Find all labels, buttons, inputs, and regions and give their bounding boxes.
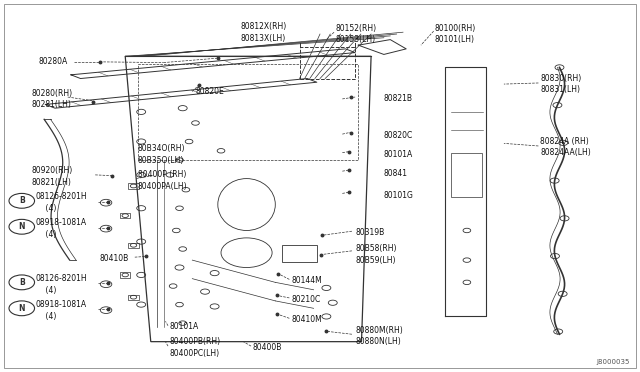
Text: B: B: [19, 196, 25, 205]
Text: 80101A: 80101A: [384, 150, 413, 159]
Text: 80824A (RH)
80824AA(LH): 80824A (RH) 80824AA(LH): [540, 137, 591, 157]
Text: 08126-8201H
    (4): 08126-8201H (4): [36, 192, 88, 213]
Text: 80101G: 80101G: [384, 191, 413, 200]
Text: 80101A: 80101A: [170, 322, 199, 331]
Text: 80B34O(RH)
80B35O(LH): 80B34O(RH) 80B35O(LH): [138, 144, 186, 165]
Text: 80144M: 80144M: [291, 276, 322, 285]
Bar: [129, 183, 139, 189]
Text: 80280(RH)
80281(LH): 80280(RH) 80281(LH): [31, 89, 72, 109]
Text: 80100(RH)
80101(LH): 80100(RH) 80101(LH): [435, 24, 476, 44]
Text: 80400P (RH)
80400PA(LH): 80400P (RH) 80400PA(LH): [138, 170, 188, 191]
Text: 80880M(RH)
80880N(LH): 80880M(RH) 80880N(LH): [355, 326, 403, 346]
Bar: [129, 295, 139, 300]
Bar: [282, 245, 317, 262]
Bar: [451, 153, 481, 197]
Text: 80210C: 80210C: [291, 295, 321, 304]
Text: N: N: [19, 222, 25, 231]
Text: 08918-1081A
    (4): 08918-1081A (4): [36, 300, 87, 321]
Text: 80920(RH)
80821(LH): 80920(RH) 80821(LH): [31, 166, 72, 187]
Text: 80152(RH)
80153(LH): 80152(RH) 80153(LH): [336, 24, 377, 44]
Text: 80820C: 80820C: [384, 131, 413, 141]
Text: 80319B: 80319B: [355, 228, 385, 237]
Text: 80400PB(RH)
80400PC(LH): 80400PB(RH) 80400PC(LH): [170, 337, 221, 357]
Text: 80841: 80841: [384, 169, 408, 177]
Text: 80820E: 80820E: [195, 87, 224, 96]
Text: 80280A: 80280A: [38, 57, 68, 66]
Text: N: N: [19, 304, 25, 313]
Text: 08126-8201H
    (4): 08126-8201H (4): [36, 274, 88, 295]
Text: B: B: [19, 278, 25, 287]
Bar: [120, 213, 131, 218]
Bar: [120, 272, 131, 278]
Text: J8000035: J8000035: [596, 359, 630, 365]
Text: 80410M: 80410M: [291, 315, 322, 324]
Bar: [129, 243, 139, 248]
Text: 80400B: 80400B: [253, 343, 282, 352]
Text: 80410B: 80410B: [100, 254, 129, 263]
Text: 80821B: 80821B: [384, 94, 413, 103]
Text: 08918-1081A
    (4): 08918-1081A (4): [36, 218, 87, 239]
Text: 80812X(RH)
80813X(LH): 80812X(RH) 80813X(LH): [240, 22, 287, 43]
Text: 80B58(RH)
80B59(LH): 80B58(RH) 80B59(LH): [355, 244, 397, 265]
Text: 80830(RH)
80831(LH): 80830(RH) 80831(LH): [540, 74, 582, 94]
